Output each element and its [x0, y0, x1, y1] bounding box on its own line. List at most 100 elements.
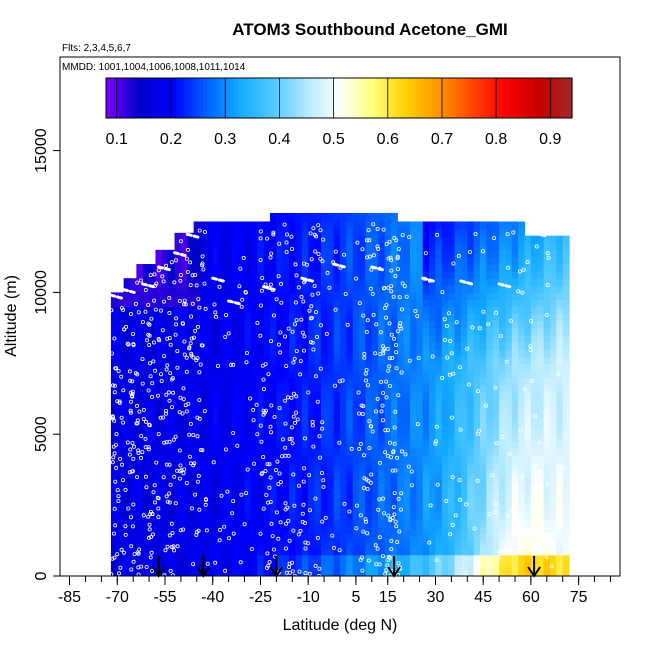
- field-cell: [117, 412, 125, 421]
- field-cell: [537, 441, 545, 449]
- sample-point: [197, 397, 202, 402]
- field-cell: [168, 490, 176, 499]
- field-cell: [320, 271, 328, 279]
- sample-point: [376, 507, 381, 512]
- field-cell: [295, 498, 303, 506]
- sample-point: [556, 372, 561, 377]
- field-cell: [530, 398, 538, 407]
- field-cell: [365, 469, 373, 478]
- field-cell: [155, 370, 163, 379]
- field-cell: [168, 313, 176, 322]
- field-cell: [480, 427, 487, 435]
- colorbar-cell: [397, 78, 402, 118]
- field-cell: [270, 384, 277, 393]
- field-cell: [308, 512, 316, 520]
- field-cell: [117, 405, 125, 414]
- field-cell: [142, 455, 150, 464]
- sample-point: [397, 529, 402, 534]
- field-cell: [352, 519, 360, 527]
- sample-point: [314, 234, 319, 239]
- field-cell: [180, 384, 188, 393]
- field-cell: [161, 462, 169, 471]
- field-cell: [499, 483, 507, 492]
- field-cell: [397, 256, 405, 265]
- field-cell: [365, 519, 373, 527]
- field-cell: [530, 547, 538, 556]
- sample-point: [494, 441, 499, 446]
- field-cell: [282, 242, 290, 251]
- field-cell: [492, 235, 500, 244]
- field-cell: [486, 242, 494, 251]
- field-cell: [193, 391, 201, 400]
- field-cell: [301, 427, 309, 435]
- field-cell: [270, 214, 277, 223]
- field-cell: [340, 391, 347, 400]
- field-cell: [384, 271, 392, 279]
- field-cell: [352, 271, 360, 279]
- field-cell: [340, 540, 347, 549]
- field-cell: [537, 242, 545, 251]
- field-cell: [257, 363, 265, 371]
- field-cell: [161, 448, 169, 457]
- field-cell: [168, 292, 176, 301]
- field-cell: [518, 512, 526, 520]
- field-cell: [219, 512, 227, 520]
- field-cell: [212, 377, 220, 386]
- field-cell: [480, 554, 487, 563]
- field-cell: [556, 405, 564, 414]
- field-cell: [206, 349, 214, 357]
- field-cell: [473, 490, 481, 499]
- field-cell: [397, 327, 405, 336]
- field-cell: [200, 498, 207, 506]
- field-cell: [524, 476, 532, 485]
- sample-point: [271, 232, 276, 237]
- field-cell: [562, 377, 570, 386]
- field-cell: [448, 398, 456, 407]
- field-cell: [193, 256, 201, 265]
- sample-point: [131, 456, 136, 461]
- field-cell: [384, 455, 392, 464]
- sample-point: [156, 506, 161, 511]
- field-cell: [193, 235, 201, 244]
- colorbar-cell: [451, 78, 457, 118]
- field-cell: [556, 483, 564, 492]
- sample-point: [128, 447, 133, 452]
- field-cell: [473, 412, 481, 421]
- colorbar-cell: [300, 78, 305, 118]
- field-cell: [435, 547, 443, 556]
- field-cell: [480, 256, 487, 265]
- field-cell: [142, 533, 150, 542]
- field-cell: [289, 242, 297, 251]
- field-cell: [161, 363, 169, 371]
- field-cell: [110, 420, 118, 428]
- sample-point: [415, 314, 420, 319]
- field-cell: [454, 278, 462, 286]
- field-cell: [518, 462, 526, 471]
- field-cell: [250, 313, 258, 322]
- field-cell: [225, 356, 233, 364]
- field-cell: [206, 505, 214, 513]
- field-cell: [123, 490, 131, 499]
- field-cell: [231, 384, 239, 393]
- field-cell: [473, 455, 481, 464]
- field-cell: [448, 462, 456, 471]
- field-cell: [486, 221, 494, 230]
- field-cell: [365, 462, 373, 471]
- field-cell: [518, 313, 526, 322]
- sample-point: [135, 418, 140, 423]
- field-cell: [136, 320, 144, 329]
- field-cell: [473, 377, 481, 386]
- sample-point: [388, 518, 393, 523]
- field-cell: [492, 306, 500, 315]
- field-cell: [518, 540, 526, 549]
- field-cell: [473, 441, 481, 449]
- field-cell: [499, 547, 507, 556]
- field-cell: [403, 292, 411, 301]
- field-cell: [238, 526, 246, 535]
- field-cell: [435, 391, 443, 400]
- field-cell: [556, 242, 564, 251]
- sample-point: [276, 482, 281, 487]
- field-cell: [543, 320, 551, 329]
- field-cell: [282, 306, 290, 315]
- field-cell: [149, 498, 157, 506]
